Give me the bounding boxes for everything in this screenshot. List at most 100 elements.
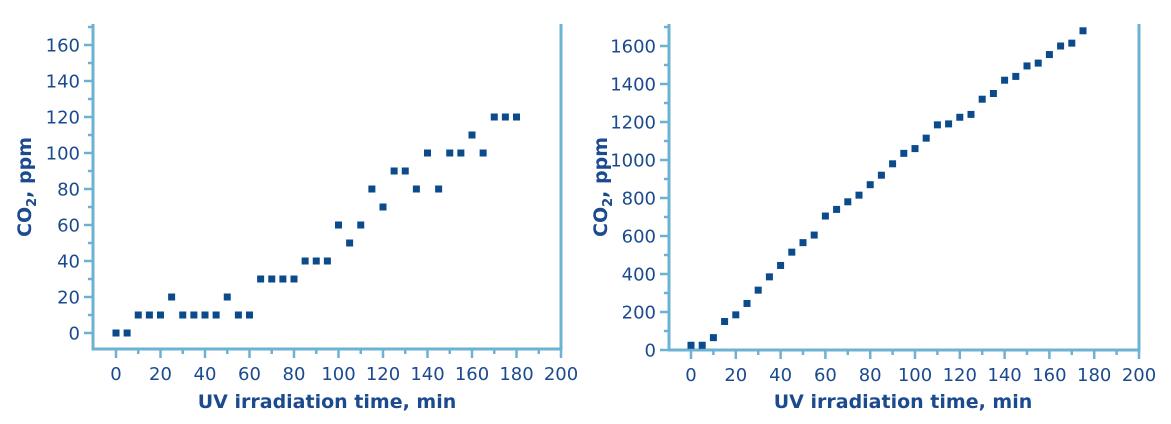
data-point-marker xyxy=(268,275,276,283)
y-tick-label: 40 xyxy=(57,252,80,273)
data-point-marker xyxy=(967,110,975,118)
x-tick-label: 200 xyxy=(544,364,578,385)
data-point-marker xyxy=(687,341,695,349)
data-point-marker xyxy=(866,181,874,189)
left-chart-panel: 0 20 40 60 80 100 120 140 160 0 20 40 60 80 100 120 140… xyxy=(14,24,578,413)
data-point-marker xyxy=(401,167,409,175)
data-point-marker xyxy=(168,293,176,301)
x-tick-label: 200 xyxy=(1122,365,1156,386)
data-point-marker xyxy=(1057,42,1065,50)
data-point-marker xyxy=(799,239,807,247)
x-tick-label: 180 xyxy=(1077,365,1111,386)
x-tick-label: 0 xyxy=(110,364,121,385)
data-point-marker xyxy=(279,275,287,283)
data-point-marker xyxy=(479,149,487,157)
axis-frame xyxy=(667,24,1141,352)
data-point-marker xyxy=(246,311,253,319)
data-point-marker xyxy=(468,131,476,139)
data-point-marker xyxy=(732,311,740,319)
data-point-marker xyxy=(709,334,717,342)
data-point-marker xyxy=(945,120,953,128)
data-point-marker xyxy=(978,95,986,103)
x-tick-label: 140 xyxy=(987,365,1021,386)
left-chart-axes xyxy=(91,24,563,351)
x-tick-label: 40 xyxy=(769,365,792,386)
left-chart-y-ticks: 0 20 40 60 80 100 120 140 160 xyxy=(46,25,93,345)
left-chart-x-axis-title: UV irradiation time, min xyxy=(198,391,457,413)
data-point-marker xyxy=(312,257,320,265)
x-tick-label: 20 xyxy=(724,365,747,386)
x-tick-label: 60 xyxy=(238,364,261,385)
data-point-marker xyxy=(357,221,365,229)
y-tick-label: 100 xyxy=(46,144,80,165)
axis-frame xyxy=(91,24,563,351)
x-tick-label: 20 xyxy=(149,364,172,385)
x-tick-label: 160 xyxy=(1032,365,1066,386)
y-tick-label: 1600 xyxy=(610,37,656,58)
data-point-marker xyxy=(911,145,919,153)
y-tick-label: 1400 xyxy=(610,75,656,96)
data-point-marker xyxy=(956,113,964,121)
data-point-marker xyxy=(435,185,443,193)
y-tick-label: 800 xyxy=(622,189,656,210)
y-tick-label: 600 xyxy=(622,227,656,248)
right-chart-panel: 0 200 400 600 800 1000 1200 1400 1600 0 20 40 60 80 1… xyxy=(590,24,1156,413)
data-point-marker xyxy=(424,149,431,157)
data-point-marker xyxy=(1023,62,1031,70)
data-point-marker xyxy=(933,121,941,129)
x-tick-label: 60 xyxy=(814,365,837,386)
data-point-marker xyxy=(1079,27,1087,35)
data-point-marker xyxy=(179,311,187,319)
y-tick-label: 200 xyxy=(622,303,656,324)
data-point-marker xyxy=(989,90,997,97)
data-point-marker xyxy=(257,275,265,283)
data-point-marker xyxy=(889,160,897,168)
data-point-marker xyxy=(513,113,520,121)
data-point-marker xyxy=(301,257,309,265)
right-chart-y-axis-title: CO2, ppm xyxy=(590,137,616,237)
data-point-marker xyxy=(877,171,885,179)
data-point-marker xyxy=(212,311,220,319)
data-point-marker xyxy=(368,185,376,193)
data-point-marker xyxy=(223,293,231,301)
data-point-marker xyxy=(743,299,751,307)
x-tick-label: 100 xyxy=(898,365,932,386)
y-tick-label: 20 xyxy=(57,288,80,309)
y-tick-label: 80 xyxy=(57,180,80,201)
x-tick-label: 120 xyxy=(943,365,977,386)
left-chart-x-ticks: 0 20 40 60 80 100 120 140 160 180 200 xyxy=(110,349,578,385)
x-tick-label: 160 xyxy=(455,364,489,385)
data-point-marker xyxy=(698,341,706,349)
data-point-marker xyxy=(234,311,242,319)
data-point-marker xyxy=(335,221,342,229)
data-point-marker xyxy=(1012,72,1020,80)
x-tick-label: 80 xyxy=(283,364,306,385)
right-chart-axes xyxy=(667,24,1141,352)
data-point-marker xyxy=(833,205,841,213)
data-point-marker xyxy=(490,113,498,121)
data-point-marker xyxy=(754,286,762,294)
x-tick-label: 0 xyxy=(685,365,696,386)
data-point-marker xyxy=(855,191,863,199)
y-tick-label: 0 xyxy=(645,341,656,362)
y-tick-label: 0 xyxy=(69,324,80,345)
right-chart-x-ticks: 0 20 40 60 80 100 120 140 160 180 200 xyxy=(685,350,1156,386)
y-tick-label: 120 xyxy=(46,108,80,129)
data-point-marker xyxy=(501,113,509,121)
data-point-marker xyxy=(821,212,829,220)
data-point-marker xyxy=(1001,76,1009,84)
data-point-marker xyxy=(112,329,120,337)
data-point-marker xyxy=(123,329,131,337)
data-point-marker xyxy=(457,149,465,157)
data-point-marker xyxy=(922,134,930,142)
data-point-marker xyxy=(323,257,331,265)
left-chart-data-points xyxy=(112,113,520,337)
data-point-marker xyxy=(721,318,729,325)
x-tick-label: 100 xyxy=(321,364,355,385)
data-point-marker xyxy=(201,311,209,319)
y-tick-label: 140 xyxy=(46,72,80,93)
data-point-marker xyxy=(810,231,818,239)
y-tick-label: 60 xyxy=(57,216,80,237)
y-tick-label: 1200 xyxy=(610,113,656,134)
